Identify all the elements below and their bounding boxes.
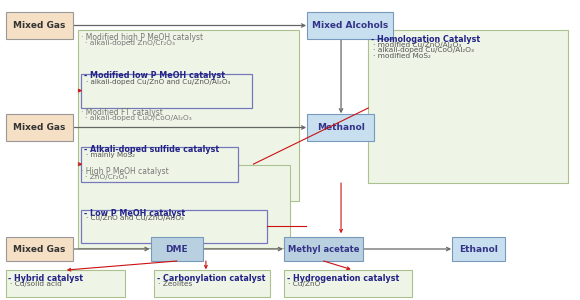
Text: · High P MeOH catalyst: · High P MeOH catalyst (81, 167, 169, 176)
Text: - Carbonylation catalyst: - Carbonylation catalyst (157, 274, 265, 283)
Text: · Zeolites: · Zeolites (158, 281, 193, 287)
Bar (78, 30, 299, 201)
Text: · Modified FT catalyst: · Modified FT catalyst (81, 108, 163, 117)
Text: · modified MoS₂: · modified MoS₂ (373, 53, 431, 59)
Bar (81, 147, 238, 182)
Text: Mixed Gas: Mixed Gas (13, 244, 66, 253)
Text: · ZnO/Cr₂O₃: · ZnO/Cr₂O₃ (85, 174, 127, 180)
Text: · alkali-doped Cu/ZnO and Cu/ZnO/Al₂O₃: · alkali-doped Cu/ZnO and Cu/ZnO/Al₂O₃ (86, 79, 230, 85)
Text: - Alkali-doped sulfide catalyst: - Alkali-doped sulfide catalyst (84, 146, 219, 154)
Text: · alkali-doped Cu/CoO/Al₂O₃: · alkali-doped Cu/CoO/Al₂O₃ (373, 47, 474, 53)
Text: Ethanol: Ethanol (459, 244, 498, 253)
Bar (6, 114, 72, 141)
Text: - Low P MeOH catalyst: - Low P MeOH catalyst (84, 208, 185, 217)
Bar (368, 30, 568, 183)
Bar (151, 237, 203, 261)
Bar (78, 165, 290, 247)
Text: · Cu/ZnO: · Cu/ZnO (288, 281, 321, 287)
Text: · alkali-doped ZnO/Cr₂O₃: · alkali-doped ZnO/Cr₂O₃ (85, 40, 175, 46)
Text: - Modified low P MeOH catalyst: - Modified low P MeOH catalyst (84, 71, 225, 80)
Text: · Cu/solid acid: · Cu/solid acid (10, 281, 61, 287)
Bar (6, 237, 72, 261)
Text: - Homologation Catalyst: - Homologation Catalyst (371, 34, 480, 43)
Bar (284, 270, 412, 297)
Bar (452, 237, 505, 261)
Text: Methyl acetate: Methyl acetate (288, 244, 359, 253)
Text: · mainly MoS₂: · mainly MoS₂ (86, 152, 135, 158)
Text: Methanol: Methanol (317, 123, 365, 132)
Bar (284, 237, 362, 261)
Bar (307, 114, 374, 141)
Bar (6, 12, 72, 39)
Text: · modified Cu/ZnO/Al₂O₃: · modified Cu/ZnO/Al₂O₃ (373, 42, 461, 48)
Text: - Hydrogenation catalyst: - Hydrogenation catalyst (287, 274, 399, 283)
Text: · Modified high P MeOH catalyst: · Modified high P MeOH catalyst (81, 33, 204, 42)
Text: Mixed Gas: Mixed Gas (13, 123, 66, 132)
Bar (81, 74, 252, 108)
Text: Mixed Gas: Mixed Gas (13, 21, 66, 30)
Text: · Cu/ZnO and Cu/ZnO/Al₂O₃: · Cu/ZnO and Cu/ZnO/Al₂O₃ (86, 215, 184, 221)
Text: DME: DME (165, 244, 188, 253)
Text: · alkali-doped CuO/CoO/Al₂O₃: · alkali-doped CuO/CoO/Al₂O₃ (85, 115, 191, 121)
Text: - Hybrid catalyst: - Hybrid catalyst (8, 274, 83, 283)
Bar (6, 270, 125, 297)
Bar (154, 270, 270, 297)
Text: Mixed Alcohols: Mixed Alcohols (312, 21, 389, 30)
Bar (81, 210, 267, 243)
Bar (307, 12, 393, 39)
